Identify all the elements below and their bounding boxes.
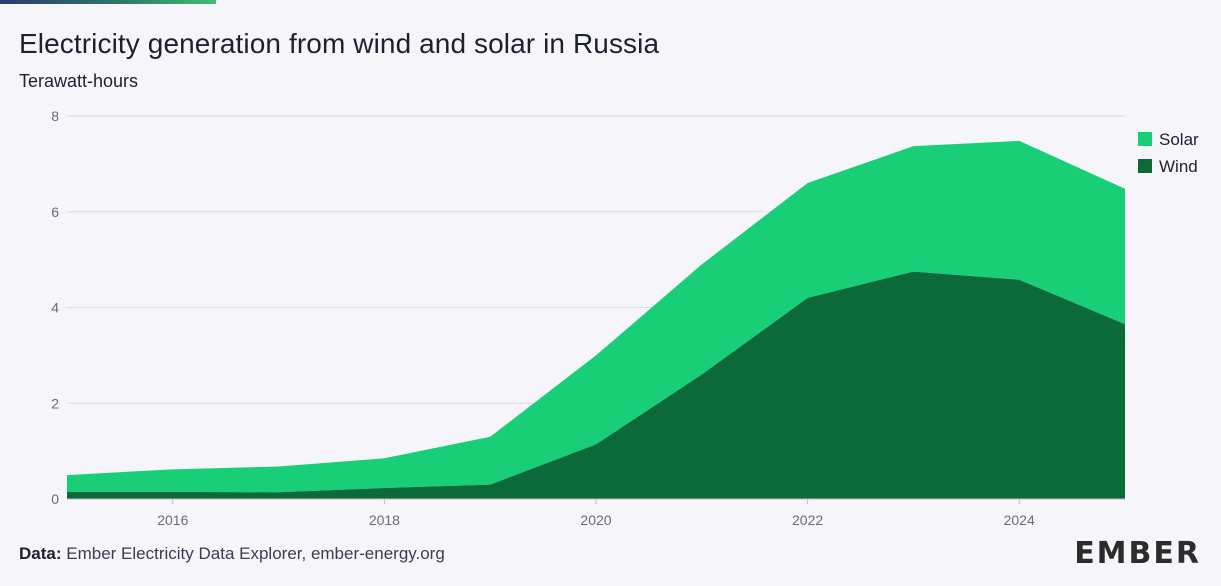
y-tick-label: 8 bbox=[51, 108, 59, 124]
source-text: Ember Electricity Data Explorer, ember-e… bbox=[66, 544, 445, 563]
legend-label-wind: Wind bbox=[1159, 157, 1198, 176]
chart-subtitle: Terawatt-hours bbox=[19, 71, 139, 91]
y-tick-label: 0 bbox=[51, 491, 59, 507]
y-tick-label: 6 bbox=[51, 204, 59, 220]
legend-swatch-wind bbox=[1138, 159, 1152, 173]
legend-swatch-solar bbox=[1138, 132, 1152, 146]
source-note: Data: Ember Electricity Data Explorer, e… bbox=[19, 544, 445, 564]
series-solar-area bbox=[67, 140, 1125, 493]
x-tick-label: 2016 bbox=[157, 512, 188, 528]
ember-logo: EMBER bbox=[1074, 536, 1201, 571]
legend-label-solar: Solar bbox=[1159, 130, 1199, 149]
y-tick-label: 2 bbox=[51, 395, 59, 411]
source-label: Data: bbox=[19, 544, 62, 563]
series-wind-area bbox=[67, 271, 1125, 499]
x-tick-label: 2020 bbox=[580, 512, 611, 528]
x-tick-label: 2024 bbox=[1004, 512, 1035, 528]
y-tick-label: 4 bbox=[51, 300, 59, 316]
x-tick-label: 2022 bbox=[792, 512, 823, 528]
accent-bar bbox=[0, 0, 216, 4]
chart-title: Electricity generation from wind and sol… bbox=[19, 28, 660, 59]
x-tick-label: 2018 bbox=[369, 512, 400, 528]
